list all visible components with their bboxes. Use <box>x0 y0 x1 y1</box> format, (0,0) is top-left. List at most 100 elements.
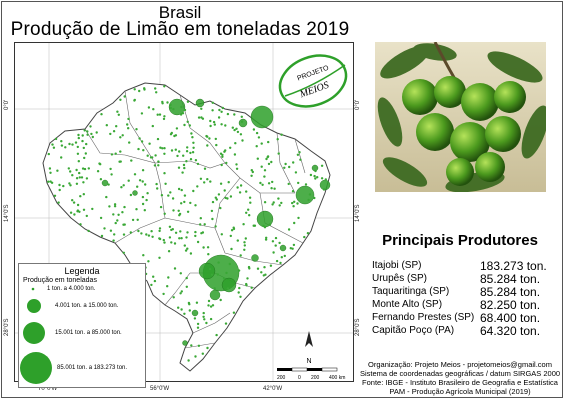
producer-symbol-medium <box>195 98 205 108</box>
production-dot <box>261 183 264 186</box>
producer-name: Taquaritinga (SP) <box>372 286 450 297</box>
production-dot <box>127 179 130 182</box>
scale-bar <box>277 367 338 372</box>
production-dot <box>276 138 279 141</box>
production-dot <box>122 251 126 254</box>
production-dot <box>211 200 215 204</box>
production-dot <box>236 130 240 134</box>
production-dot <box>265 236 268 239</box>
legend-subtitle: Produção em toneladas <box>23 277 97 284</box>
production-dot <box>250 286 253 289</box>
production-dot <box>196 240 200 244</box>
production-dot <box>260 165 263 168</box>
production-dot <box>49 180 52 183</box>
production-dot <box>260 142 263 145</box>
production-dot <box>280 256 283 259</box>
production-dot <box>156 187 159 190</box>
production-dot <box>82 193 86 196</box>
production-dot <box>173 267 177 270</box>
production-dot <box>202 311 205 315</box>
production-dot <box>69 184 72 187</box>
lat-label-right-1: 14°0'S <box>355 204 361 222</box>
production-dot <box>151 235 154 238</box>
footer-organization: Organização: Projeto Meios - projetomeio… <box>368 360 552 369</box>
production-dot <box>201 352 204 355</box>
production-dot <box>272 201 275 204</box>
production-dot <box>274 244 277 247</box>
production-dot <box>243 241 246 244</box>
production-dot <box>262 274 265 277</box>
production-dot <box>303 235 306 239</box>
production-dot <box>256 267 260 270</box>
production-dot <box>298 151 301 154</box>
production-dot <box>221 155 224 158</box>
production-dot <box>146 154 149 157</box>
legend-item-3: 15.001 ton. a 85.000 ton. <box>19 320 145 346</box>
producer-symbol-medium <box>209 289 221 301</box>
production-dot <box>60 144 64 147</box>
production-dot <box>260 271 263 274</box>
production-dot <box>162 117 166 121</box>
producer-row: Fernando Prestes (SP) 68.400 ton. <box>372 311 552 325</box>
producer-symbol-small <box>191 309 199 317</box>
production-dot <box>163 115 166 118</box>
production-dot <box>185 285 188 288</box>
legend-label-3: 15.001 ton. a 85.000 ton. <box>55 330 122 336</box>
production-dot <box>185 276 188 280</box>
production-dot <box>267 162 271 166</box>
production-dot <box>128 141 131 144</box>
production-dot <box>263 201 267 204</box>
production-dot <box>210 209 214 213</box>
producer-row: Itajobi (SP) 183.273 ton. <box>372 259 552 273</box>
brazil-outline <box>42 82 331 372</box>
producer-symbol-large <box>221 277 237 293</box>
production-dot <box>112 130 116 133</box>
producer-row: Taquaritinga (SP) 85.284 ton. <box>372 285 552 299</box>
production-dot <box>122 223 125 226</box>
production-dot <box>52 146 56 149</box>
production-dot <box>75 177 79 180</box>
production-dot <box>144 183 147 186</box>
production-dot <box>220 110 223 114</box>
production-dot <box>284 162 287 166</box>
production-dot <box>142 149 145 152</box>
production-dot <box>178 237 181 240</box>
production-dot <box>185 160 188 163</box>
producer-value: 183.273 ton. <box>480 259 547 273</box>
production-dot <box>78 171 81 175</box>
producer-symbol-small <box>251 254 259 262</box>
production-dot <box>273 187 276 190</box>
map-country-title: Brasil <box>158 3 202 22</box>
production-dot <box>68 142 71 146</box>
production-dot <box>172 108 175 111</box>
production-dot <box>68 182 71 185</box>
production-dot <box>211 109 214 112</box>
production-dot <box>163 172 166 175</box>
production-dot <box>133 98 136 102</box>
production-dot <box>138 179 142 182</box>
production-dot <box>141 180 144 183</box>
production-dot <box>283 166 286 169</box>
producer-symbol-small <box>101 179 109 187</box>
production-dot <box>188 309 191 312</box>
production-dot <box>214 137 217 141</box>
production-dot <box>275 259 279 263</box>
production-dot <box>119 136 122 139</box>
north-arrow <box>305 331 313 347</box>
production-dot <box>206 135 209 138</box>
producer-value: 85.284 ton. <box>480 272 541 286</box>
production-dot <box>83 167 87 171</box>
production-dot <box>177 306 180 309</box>
production-dot <box>140 140 144 143</box>
production-dot <box>181 171 184 174</box>
production-dot <box>127 127 130 130</box>
production-dot <box>237 269 241 272</box>
production-dot <box>117 113 121 117</box>
production-dot <box>79 195 82 198</box>
production-dot <box>120 186 123 189</box>
production-dot <box>186 100 190 103</box>
production-dot <box>69 170 72 173</box>
production-dot <box>67 167 70 170</box>
legend-item-1: 1 ton. a 4.000 ton. <box>19 284 145 294</box>
production-dot <box>287 182 290 186</box>
